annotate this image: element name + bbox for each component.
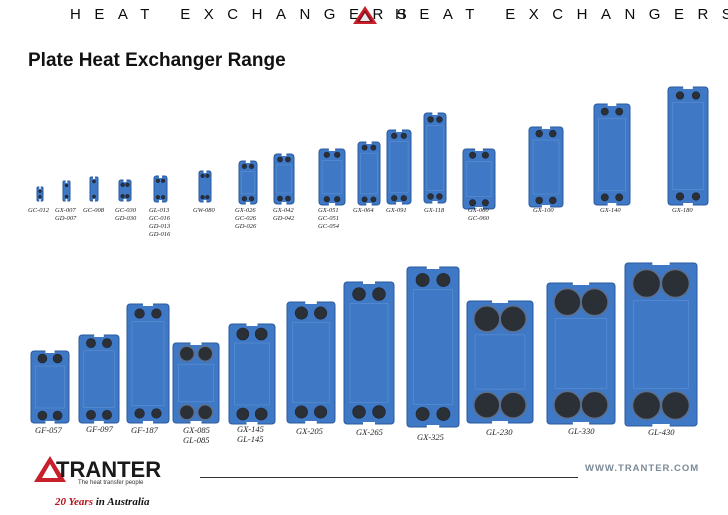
plate-large-11-label: GL-430 bbox=[648, 427, 675, 437]
plate-small-5-label: GD-013 bbox=[149, 223, 171, 230]
plate-large-5-label: GX-145 bbox=[237, 424, 264, 434]
years-number: 20 Years bbox=[55, 496, 93, 508]
plate-large-6 bbox=[286, 301, 336, 424]
plate-small-5-label: GC-016 bbox=[149, 215, 170, 222]
plate-small-8 bbox=[273, 153, 295, 205]
plate-small-6-label: GW-080 bbox=[193, 207, 215, 214]
plate-small-16 bbox=[667, 86, 709, 206]
plate-large-7 bbox=[343, 281, 395, 425]
plate-small-14-label: GX-100 bbox=[533, 207, 554, 214]
plate-small-7-label: GX-026 bbox=[235, 207, 256, 214]
plate-small-12-label: GX-118 bbox=[424, 207, 445, 214]
plate-large-8 bbox=[406, 266, 460, 428]
plate-large-1 bbox=[30, 350, 70, 424]
plate-small-11 bbox=[386, 129, 412, 205]
plate-small-2-label: GD-007 bbox=[55, 215, 77, 222]
svg-text:TRANTER: TRANTER bbox=[56, 457, 161, 482]
plate-small-9-label: GC-054 bbox=[318, 223, 339, 230]
plate-small-9 bbox=[318, 148, 346, 206]
plate-small-2 bbox=[62, 180, 71, 202]
plate-small-8-label: GX-042 bbox=[273, 207, 294, 214]
plate-large-2-label: GF-097 bbox=[86, 424, 113, 434]
plate-small-1-label: GC-012 bbox=[28, 207, 49, 214]
plate-small-9-label: GX-051 bbox=[318, 207, 339, 214]
plate-small-15 bbox=[593, 103, 631, 206]
plate-large-1-label: GF-057 bbox=[35, 425, 62, 435]
plate-small-16-label: GX-180 bbox=[672, 207, 693, 214]
plate-small-4 bbox=[118, 179, 132, 202]
plate-large-11 bbox=[624, 262, 698, 427]
plate-large-7-label: GX-265 bbox=[356, 427, 383, 437]
plate-small-4-label: GC-030 bbox=[115, 207, 136, 214]
plate-small-5-label: GD-016 bbox=[149, 231, 171, 238]
plate-small-9-label: GC-051 bbox=[318, 215, 339, 222]
plate-large-8-label: GX-325 bbox=[417, 432, 444, 442]
plate-small-12 bbox=[423, 112, 447, 204]
years-suffix: in Australia bbox=[93, 496, 150, 508]
years-badge: 20 Years in Australia bbox=[55, 496, 149, 508]
plate-small-7-label: GD-026 bbox=[235, 223, 257, 230]
plate-large-10 bbox=[546, 282, 616, 425]
plate-large-5 bbox=[228, 323, 276, 425]
plate-small-10 bbox=[357, 141, 381, 206]
plate-small-6 bbox=[198, 170, 212, 203]
plate-large-4-label: GX-085 bbox=[183, 425, 210, 435]
plate-small-7 bbox=[238, 160, 258, 205]
plate-small-15-label: GX-140 bbox=[600, 207, 621, 214]
plate-large-4 bbox=[172, 342, 220, 424]
header-banner: HEAT EXCHANGERS HEAT EXCHANGERS bbox=[0, 0, 728, 30]
plate-small-13 bbox=[462, 148, 496, 210]
plate-large-3-label: GF-187 bbox=[131, 425, 158, 435]
header-right-text: HEAT EXCHANGERS bbox=[395, 6, 728, 23]
plate-small-7-label: GC-026 bbox=[235, 215, 256, 222]
plate-small-5 bbox=[153, 175, 168, 203]
tranter-logo: TRANTER bbox=[30, 452, 170, 489]
plate-large-2 bbox=[78, 334, 120, 424]
plate-small-2-label: GX-007 bbox=[55, 207, 76, 214]
plate-large-10-label: GL-330 bbox=[568, 426, 595, 436]
plate-large-9-label: GL-230 bbox=[486, 427, 513, 437]
brand-tagline: The heat transfer people bbox=[78, 480, 144, 486]
plate-small-13-label: GC-060 bbox=[468, 215, 489, 222]
plate-small-1 bbox=[36, 186, 44, 202]
plate-small-5-label: GL-013 bbox=[149, 207, 170, 214]
plate-small-10-label: GX-064 bbox=[353, 207, 374, 214]
plate-small-14 bbox=[528, 126, 564, 208]
plate-small-3-label: GC-008 bbox=[83, 207, 104, 214]
website-link[interactable]: WWW.TRANTER.COM bbox=[585, 463, 700, 474]
plate-small-8-label: GD-042 bbox=[273, 215, 295, 222]
header-left-text: HEAT EXCHANGERS bbox=[70, 6, 421, 23]
plate-large-6-label: GX-205 bbox=[296, 426, 323, 436]
plate-large-4-label: GL-085 bbox=[183, 435, 210, 445]
plate-large-3 bbox=[126, 303, 170, 424]
plate-small-13-label: GX-060 bbox=[468, 207, 489, 214]
plate-small-11-label: GX-091 bbox=[386, 207, 407, 214]
page-title: Plate Heat Exchanger Range bbox=[28, 50, 286, 71]
plate-small-3 bbox=[89, 176, 99, 202]
tranter-triangle-icon bbox=[353, 6, 377, 24]
footer-divider bbox=[200, 477, 578, 478]
plate-small-4-label: GD-030 bbox=[115, 215, 137, 222]
plate-large-5-label: GL-145 bbox=[237, 434, 264, 444]
plate-large-9 bbox=[466, 300, 534, 424]
